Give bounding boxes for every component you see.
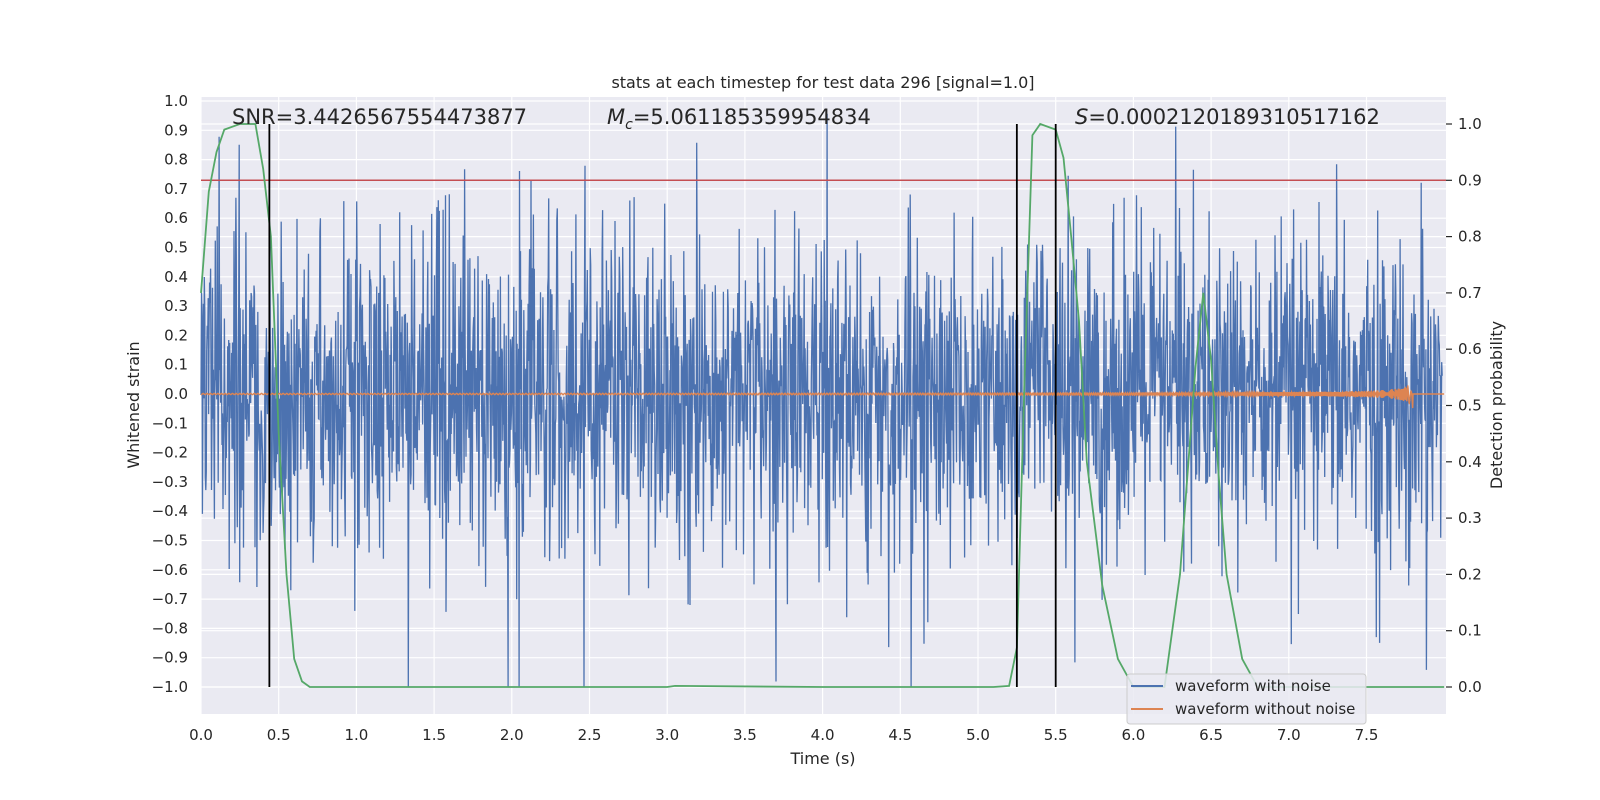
y2-tick-label: 0.3: [1458, 509, 1482, 527]
x-tick-label: 2.5: [578, 726, 602, 744]
legend-label-noise: waveform with noise: [1175, 677, 1331, 695]
legend-box: [1126, 673, 1367, 725]
y-tick-label: 0.6: [164, 209, 188, 227]
series-waveform-without-noise: [200, 385, 1445, 409]
y-tick-label: −0.1: [152, 414, 188, 432]
noise-waveform-path: [200, 113, 1443, 688]
x-tick-label: 6.0: [1121, 726, 1145, 744]
series-waveform-with-noise: [200, 113, 1443, 688]
y2-tick-label: 0.4: [1458, 453, 1482, 471]
y2-tick-label: 0.7: [1458, 284, 1482, 302]
legend: waveform with noise waveform without noi…: [1126, 673, 1367, 725]
y2-tick-label: 0.1: [1458, 622, 1482, 640]
y-axis-label: Whitened strain: [124, 341, 143, 468]
y-tick-label: 0.3: [164, 297, 188, 315]
y-tick-label: −0.7: [152, 590, 188, 608]
y-tick-label: −0.5: [152, 532, 188, 550]
y-tick-label: 0.8: [164, 151, 188, 169]
y2-tick-label: 0.8: [1458, 228, 1482, 246]
y-tick-label: −0.8: [152, 619, 188, 637]
x-tick-label: 4.0: [811, 726, 835, 744]
y2-tick-label: 0.5: [1458, 397, 1482, 415]
legend-label-clean: waveform without noise: [1175, 700, 1355, 718]
x-tick-label: 1.0: [344, 726, 368, 744]
mc-value: =5.061185359954834: [633, 105, 871, 129]
y2-tick-label: 0.0: [1458, 678, 1482, 696]
s-name: S: [1075, 105, 1088, 129]
x-tick-label: 7.0: [1277, 726, 1301, 744]
y2-tick-label: 1.0: [1458, 115, 1482, 133]
x-tick-label: 5.5: [1044, 726, 1068, 744]
y-tick-label: 0.7: [164, 180, 188, 198]
x-tick-label: 7.5: [1355, 726, 1379, 744]
y2-tick-labels: 1.0 0.9 0.8 0.7 0.6 0.5 0.4 0.3 0.2 0.1 0.0: [1446, 115, 1482, 696]
x-tick-labels: 0.0 0.5 1.0 1.5 2.0 2.5 3.0 3.5 4.0 4.5 5.0 5.5 6.0 6…: [189, 726, 1378, 744]
y-tick-label: 0.1: [164, 356, 188, 374]
series-detection-probability: [200, 122, 1445, 688]
x-tick-label: 1.5: [422, 726, 446, 744]
x-axis-label: Time (s): [789, 749, 855, 768]
x-tick-label: 3.0: [655, 726, 679, 744]
y-tick-label: 1.0: [164, 92, 188, 110]
s-value: =0.0002120189310517162: [1088, 105, 1380, 129]
mc-name: M: [607, 105, 625, 129]
y-tick-label: 0.2: [164, 326, 188, 344]
y-tick-label: −0.6: [152, 561, 188, 579]
y-tick-label: 0.5: [164, 239, 188, 257]
detection-probability-path: [200, 122, 1445, 688]
y-tick-label: −0.2: [152, 444, 188, 462]
y-tick-label: −0.3: [152, 473, 188, 491]
s-annotation: S=0.0002120189310517162: [1075, 105, 1380, 129]
x-tick-label: 6.5: [1199, 726, 1223, 744]
snr-annotation: SNR=3.4426567554473877: [232, 105, 527, 129]
mc-sub: c: [625, 117, 633, 133]
x-tick-label: 3.5: [733, 726, 757, 744]
y2-tick-label: 0.2: [1458, 565, 1482, 583]
clean-waveform-path: [200, 385, 1445, 409]
y-tick-labels: 1.0 0.9 0.8 0.7 0.6 0.5 0.4 0.3 0.2 0.1 0.0 −0.1 −0.…: [152, 92, 188, 696]
snr-value: =3.4426567554473877: [276, 105, 527, 129]
chart-title: stats at each timestep for test data 296…: [611, 73, 1034, 92]
snr-name: SNR: [232, 105, 276, 129]
y-tick-label: −0.9: [152, 649, 188, 667]
y-tick-label: −1.0: [152, 678, 188, 696]
y2-tick-label: 0.9: [1458, 171, 1482, 189]
y-tick-label: −0.4: [152, 502, 188, 520]
y2-tick-label: 0.6: [1458, 340, 1482, 358]
y-tick-label: 0.0: [164, 385, 188, 403]
detection-vertical-lines: [268, 124, 1057, 687]
x-tick-label: 4.5: [888, 726, 912, 744]
y-tick-label: 0.9: [164, 121, 188, 139]
x-tick-label: 0.0: [189, 726, 213, 744]
y-tick-label: 0.4: [164, 268, 188, 286]
chirp-mass-annotation: Mc=5.061185359954834: [607, 105, 871, 133]
x-tick-label: 5.0: [966, 726, 990, 744]
x-tick-label: 2.0: [500, 726, 524, 744]
y2-axis-label: Detection probability: [1487, 321, 1506, 489]
x-tick-label: 0.5: [267, 726, 291, 744]
